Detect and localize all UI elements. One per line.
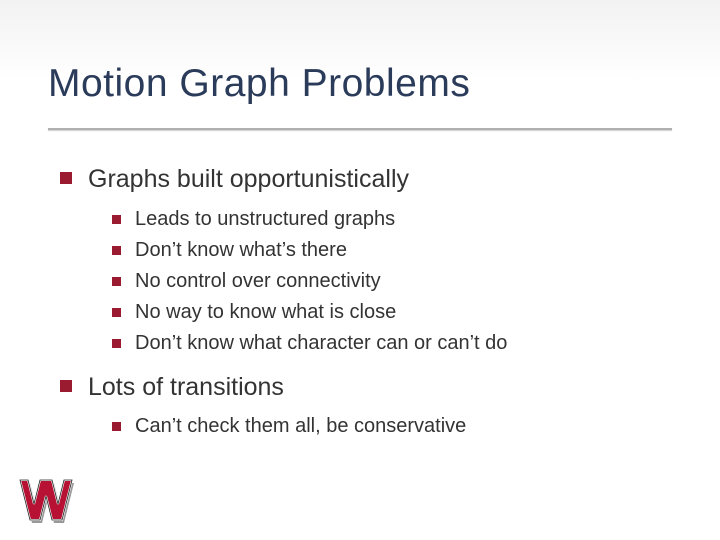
square-bullet-icon (60, 172, 72, 184)
square-bullet-icon (112, 277, 121, 286)
square-bullet-icon (112, 308, 121, 317)
square-bullet-icon (112, 422, 121, 431)
bullet-text: Can’t check them all, be conservative (135, 413, 466, 440)
bullet-text: No way to know what is close (135, 299, 396, 326)
bullet-text: No control over connectivity (135, 268, 381, 295)
sub-list: Leads to unstructured graphs Don’t know … (112, 206, 680, 357)
bullet-text: Graphs built opportunistically (88, 163, 409, 196)
bullet-lvl1: Graphs built opportunistically (60, 163, 680, 196)
bullet-lvl2: Can’t check them all, be conservative (112, 413, 680, 440)
slide-title: Motion Graph Problems (48, 62, 470, 106)
bullet-lvl2: No way to know what is close (112, 299, 680, 326)
bullet-lvl1: Lots of transitions (60, 371, 680, 404)
slide: Motion Graph Problems Graphs built oppor… (0, 0, 720, 540)
wisconsin-w-logo-icon (14, 474, 78, 526)
title-underline (48, 128, 672, 130)
bullet-text: Lots of transitions (88, 371, 284, 404)
bullet-lvl2: No control over connectivity (112, 268, 680, 295)
sub-list: Can’t check them all, be conservative (112, 413, 680, 440)
bullet-lvl2: Don’t know what character can or can’t d… (112, 330, 680, 357)
bullet-text: Don’t know what character can or can’t d… (135, 330, 507, 357)
content-area: Graphs built opportunistically Leads to … (60, 155, 680, 454)
square-bullet-icon (112, 215, 121, 224)
square-bullet-icon (60, 380, 72, 392)
square-bullet-icon (112, 246, 121, 255)
bullet-text: Leads to unstructured graphs (135, 206, 395, 233)
square-bullet-icon (112, 339, 121, 348)
bullet-text: Don’t know what’s there (135, 237, 347, 264)
bullet-lvl2: Don’t know what’s there (112, 237, 680, 264)
bullet-lvl2: Leads to unstructured graphs (112, 206, 680, 233)
